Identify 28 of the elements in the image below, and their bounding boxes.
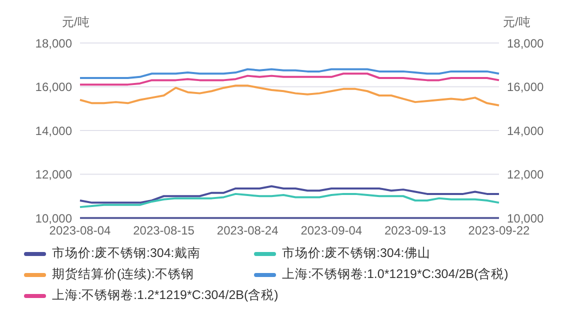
line-series — [79, 185, 500, 204]
legend-label: 期货结算价(连续):不锈钢 — [52, 266, 194, 283]
y2-axis-title: 元/吨 — [503, 14, 530, 31]
y-tick-label: 18,000 — [35, 36, 72, 50]
line-series — [79, 84, 500, 106]
line-series — [79, 192, 500, 208]
x-tick-label: 2023-09-22 — [468, 224, 530, 238]
x-tick-label: 2023-08-15 — [133, 224, 195, 238]
y-tick-label: 10,000 — [35, 211, 72, 226]
legend-label: 上海:不锈钢卷:1.0*1219*C:304/2B(含税) — [282, 266, 508, 283]
y-tick-label: 12,000 — [35, 168, 72, 182]
legend-label: 市场价:废不锈钢:304:佛山 — [282, 245, 430, 262]
legend-label: 上海:不锈钢卷:1.2*1219*C:304/2B(含税) — [52, 287, 278, 304]
y2-tick-label: 16,000 — [507, 80, 544, 94]
y2-tick-label: 14,000 — [507, 124, 544, 138]
x-tick-label: 2023-09-13 — [384, 224, 446, 238]
line-series — [79, 72, 500, 86]
line-series — [79, 68, 500, 79]
legend-label: 市场价:废不锈钢:304:戴南 — [52, 245, 200, 262]
y2-tick-label: 12,000 — [507, 168, 544, 182]
y2-tick-label: 18,000 — [507, 36, 544, 50]
x-tick-label: 2023-09-04 — [300, 224, 362, 238]
y2-tick-label: 10,000 — [507, 211, 544, 226]
y-tick-label: 16,000 — [35, 80, 72, 94]
y-axis-title: 元/吨 — [62, 14, 90, 31]
y-tick-label: 14,000 — [35, 124, 72, 138]
x-tick-label: 2023-08-04 — [49, 224, 112, 238]
x-tick-label: 2023-08-24 — [216, 224, 279, 238]
